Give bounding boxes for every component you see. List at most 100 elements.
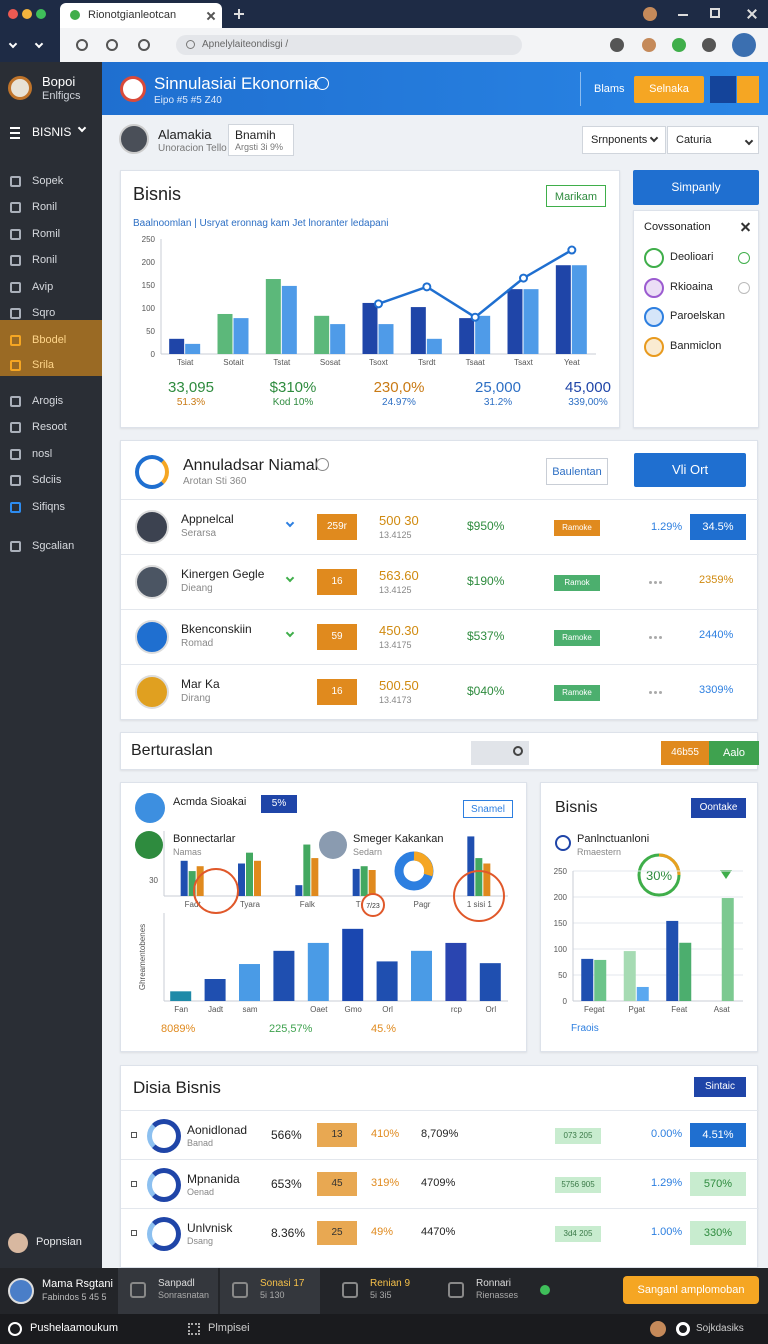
bar — [217, 313, 233, 354]
user-avatar — [119, 124, 149, 154]
x-tick-label: Falk — [300, 900, 316, 909]
x-tick-label: Tsrdt — [418, 358, 436, 367]
taskbar-item[interactable]: Sanpadl Sonrasnatan — [118, 1268, 218, 1314]
filter-button[interactable]: Baulentan — [546, 458, 608, 485]
nav-item[interactable]: Sgcalian — [32, 540, 75, 552]
more-dot — [654, 636, 657, 639]
grid-button[interactable] — [710, 76, 736, 103]
nav-item[interactable]: Bbodel — [32, 334, 67, 346]
card-button[interactable]: Sintaic — [694, 1077, 746, 1097]
row-pct2: 49% — [371, 1226, 394, 1238]
window-max[interactable] — [710, 8, 720, 18]
nav-item[interactable]: Ronil — [32, 254, 58, 266]
bar — [636, 986, 649, 1001]
dropdown-button[interactable] — [737, 76, 759, 103]
nav-item[interactable]: Sdciis — [32, 474, 62, 486]
status-icon — [738, 281, 750, 294]
nav-item[interactable]: Sopek — [32, 175, 64, 187]
row-badge: 59 — [317, 624, 357, 650]
browser-tab[interactable]: Rionotgianleotcan — [60, 3, 222, 28]
nav-icon — [76, 39, 88, 51]
x-tick-label: Oaet — [310, 1005, 328, 1014]
new-tab[interactable] — [238, 9, 240, 19]
row-amount: 563.60 — [379, 568, 419, 583]
status-dot — [540, 1285, 550, 1295]
row-avatar — [135, 620, 169, 654]
brand-sub: Enlfigcs — [42, 90, 81, 102]
window-min[interactable] — [678, 14, 688, 16]
x-tick-label: Gmo — [345, 1005, 363, 1014]
table-row[interactable]: Mar Ka Dirang 16 500.50 13.4173 $040% Ramoke 33… — [121, 664, 759, 719]
panel-item[interactable]: Deolioari — [670, 251, 714, 263]
nav-item[interactable]: Sifiqns — [32, 501, 66, 513]
y-tick-label: 150 — [554, 919, 568, 928]
row-name: Unlvnisk — [187, 1221, 233, 1235]
row-pct: $190% — [467, 574, 505, 588]
list-row[interactable]: Mpnanida Oenad 653% 45 319% 4709% 5756 905 1.29… — [121, 1159, 759, 1208]
chart: Baalnoomlan | Usryat eronnag kam Jet lno… — [133, 218, 596, 367]
taskbar-button[interactable]: Sanganl amplomoban — [623, 1276, 759, 1304]
task-sub: 5i 130 — [260, 1290, 285, 1300]
bar — [295, 885, 303, 896]
bar — [185, 343, 201, 354]
card-button[interactable]: Oontake — [691, 798, 746, 818]
bar — [410, 307, 426, 354]
bar — [204, 979, 226, 1001]
row-tag: Ramoke — [554, 685, 600, 701]
window-dot — [36, 9, 46, 19]
action-button[interactable]: Vli Ort — [634, 453, 746, 487]
bar — [721, 898, 734, 1001]
header-link[interactable]: Blams — [594, 83, 625, 95]
x-tick-label: Tsoxt — [369, 358, 388, 367]
bar — [376, 961, 398, 1001]
chevron-icon — [285, 628, 295, 638]
primary-button[interactable]: Simpanly — [633, 170, 759, 205]
select[interactable]: Caturia — [667, 126, 759, 154]
nav-item[interactable]: Resoot — [32, 421, 67, 433]
footer-link[interactable]: Fraois — [571, 1023, 599, 1034]
task-sub: Rienasses — [476, 1290, 519, 1300]
list-row[interactable]: Aonidlonad Banad 566% 13 410% 8,709% 073 205 0.… — [121, 1110, 759, 1159]
list-row[interactable]: Unlvnisk Dsang 8.36% 25 49% 4470% 3d4 205 1.00%… — [121, 1208, 759, 1257]
x-tick-label: Sosat — [320, 358, 341, 367]
nav-item[interactable]: nosl — [32, 448, 53, 460]
panel-item[interactable]: Paroelskan — [670, 310, 726, 322]
card-title: Disia Bisnis — [133, 1078, 221, 1097]
table-row[interactable]: Bkenconskiin Romad 59 450.30 13.4175 $537% Ram… — [121, 609, 759, 664]
panel-item[interactable]: Banmiclon — [670, 339, 722, 352]
item-icon — [644, 277, 664, 298]
marker-ring — [361, 893, 385, 917]
nav-item[interactable]: Avip — [32, 281, 54, 293]
card-button[interactable]: Snamel — [463, 800, 513, 818]
taskbar-item[interactable]: Ronnari Rienasses — [436, 1268, 536, 1314]
nav-item[interactable]: Srila — [32, 359, 55, 371]
bar — [507, 289, 523, 354]
bottom-bar: Pushelaamoukum Plmpisei Sojkdasiks — [0, 1314, 768, 1344]
nav-item[interactable]: Romil — [32, 228, 61, 240]
url-field[interactable]: Apnelylaiteondisgi / — [176, 35, 522, 55]
nav-item[interactable]: Sqro — [32, 307, 56, 319]
action-button[interactable]: Aalo — [709, 741, 759, 765]
select[interactable]: Srnponents — [582, 126, 666, 154]
nav-item[interactable]: Ronil — [32, 201, 58, 213]
panel-item[interactable]: Rkioaina — [670, 280, 713, 293]
url-text: Apnelylaiteondisgi / — [202, 39, 289, 50]
taskbar-item[interactable]: Renian 9 5i 3i5 — [330, 1268, 430, 1314]
nav-icon — [10, 202, 21, 213]
line-point — [470, 312, 480, 322]
count-button[interactable]: 46b55 — [661, 741, 709, 765]
nav-item[interactable]: Arogis — [32, 395, 64, 407]
taskbar-item[interactable]: Sonasi 17 5i 130 — [220, 1268, 320, 1314]
card-button[interactable]: Marikam — [546, 185, 606, 207]
highlight-ring — [453, 870, 505, 922]
stat-change: 51.3% — [176, 397, 206, 408]
nav-icon — [10, 229, 21, 240]
bar — [378, 324, 394, 354]
user-name: Alamakia — [158, 127, 212, 142]
table-row[interactable]: Appnelcal Serarsa 259r 500 30 13.4125 $950% Ra… — [121, 499, 759, 554]
toolbar-icon — [672, 38, 686, 52]
bar — [254, 860, 261, 896]
header-button[interactable]: Selnaka — [634, 76, 704, 103]
table-row[interactable]: Kinergen Gegle Dieang 16 563.60 13.4125 $190%… — [121, 554, 759, 609]
